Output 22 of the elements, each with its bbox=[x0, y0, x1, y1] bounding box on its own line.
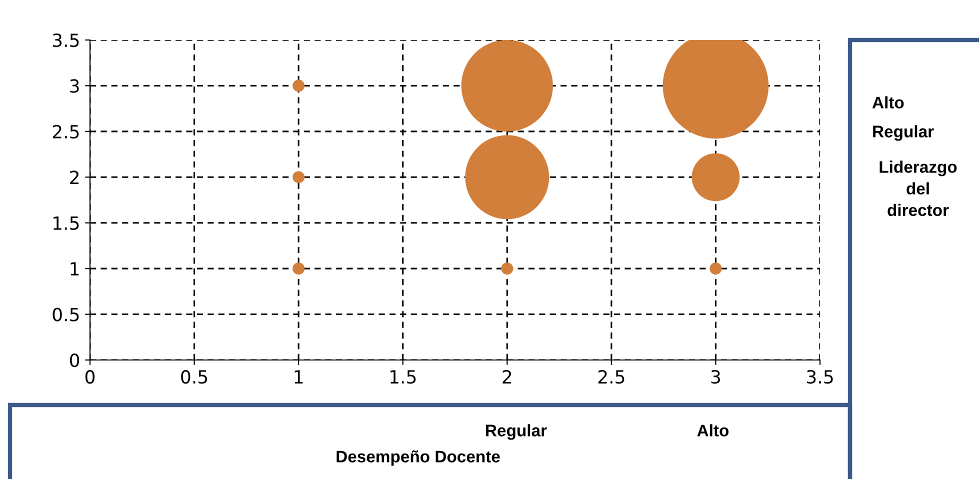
x-tick-label: 3.5 bbox=[807, 370, 833, 384]
y-tick-label: 1 bbox=[70, 262, 79, 276]
text: Alto bbox=[697, 424, 729, 436]
x-tick-label: 2.5 bbox=[598, 370, 624, 384]
x-tick-label: 0.5 bbox=[181, 370, 208, 384]
y-axis-title: Liderazgo del director bbox=[880, 160, 957, 216]
y-tick-label: 2 bbox=[70, 170, 78, 184]
text: Alto bbox=[872, 96, 904, 108]
x-tick-label: 1 bbox=[294, 370, 303, 384]
y-tick-label: 0.5 bbox=[52, 308, 79, 322]
x-axis-title: Desempeño Docente bbox=[336, 450, 500, 466]
y-tick-label: 3 bbox=[70, 79, 79, 93]
x-tick-label: 3 bbox=[711, 370, 720, 384]
y-tick-label: 1.5 bbox=[54, 216, 79, 230]
text: Regular bbox=[873, 125, 934, 141]
x-tick-label: 0 bbox=[85, 370, 95, 384]
y-tick-label: 3.5 bbox=[52, 33, 79, 48]
x-tick-label: 2 bbox=[502, 370, 512, 384]
y-tick-label: 0 bbox=[70, 353, 80, 368]
y-tick-label: 2.5 bbox=[52, 124, 79, 139]
x-tick-label: 1.5 bbox=[390, 370, 416, 384]
text: Regular bbox=[486, 424, 547, 440]
